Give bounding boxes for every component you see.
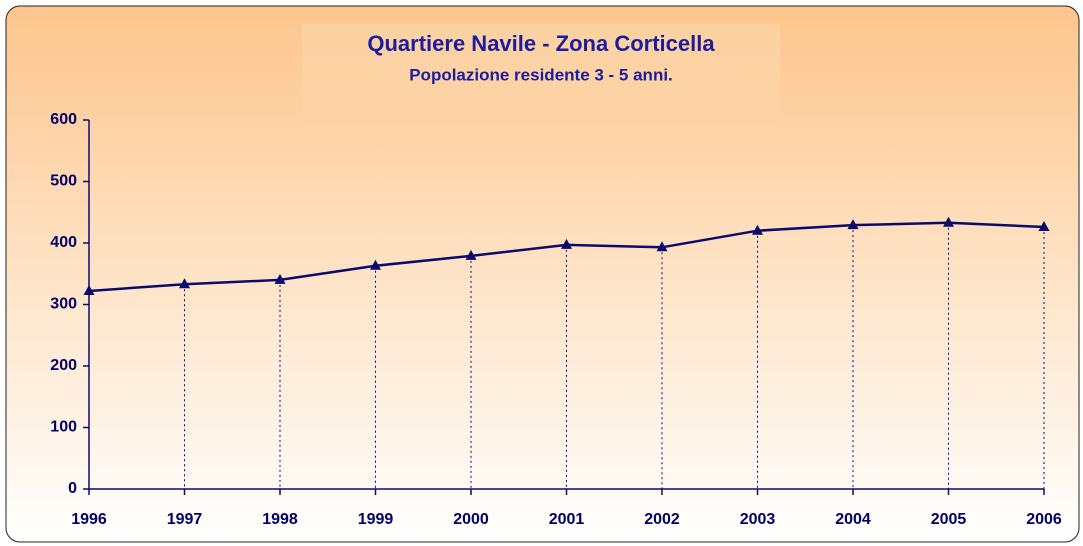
data-point — [752, 224, 763, 235]
y-tick-label: 600 — [50, 111, 77, 128]
data-point — [561, 238, 572, 249]
x-tick-label: 1998 — [262, 511, 298, 528]
data-point — [465, 249, 477, 260]
data-point — [370, 259, 381, 270]
data-point — [179, 278, 190, 289]
y-tick-label: 100 — [50, 419, 77, 436]
data-point — [274, 273, 286, 284]
y-tick-label: 300 — [50, 296, 77, 313]
chart-title: Quartiere Navile - Zona Corticella — [367, 31, 715, 56]
y-tick-label: 200 — [50, 357, 77, 374]
x-tick-label: 2004 — [835, 511, 871, 528]
data-point — [656, 241, 668, 252]
x-tick-label: 2003 — [740, 511, 776, 528]
x-tick-label: 1996 — [71, 511, 107, 528]
data-point — [847, 219, 859, 230]
data-point — [1038, 221, 1050, 232]
chart-subtitle: Popolazione residente 3 - 5 anni. — [409, 65, 673, 84]
x-tick-label: 2006 — [1026, 511, 1062, 528]
x-tick-label: 2001 — [549, 511, 585, 528]
y-tick-label: 0 — [68, 480, 77, 497]
y-tick-label: 500 — [50, 173, 77, 190]
title-box — [302, 24, 780, 128]
x-tick-label: 2002 — [644, 511, 680, 528]
data-point — [83, 284, 95, 295]
x-tick-label: 2000 — [453, 511, 489, 528]
data-point — [943, 216, 954, 227]
x-tick-label: 1999 — [358, 511, 394, 528]
x-tick-label: 2005 — [931, 511, 967, 528]
chart-background — [5, 5, 1080, 543]
x-tick-label: 1997 — [167, 511, 203, 528]
y-tick-label: 400 — [50, 234, 77, 251]
